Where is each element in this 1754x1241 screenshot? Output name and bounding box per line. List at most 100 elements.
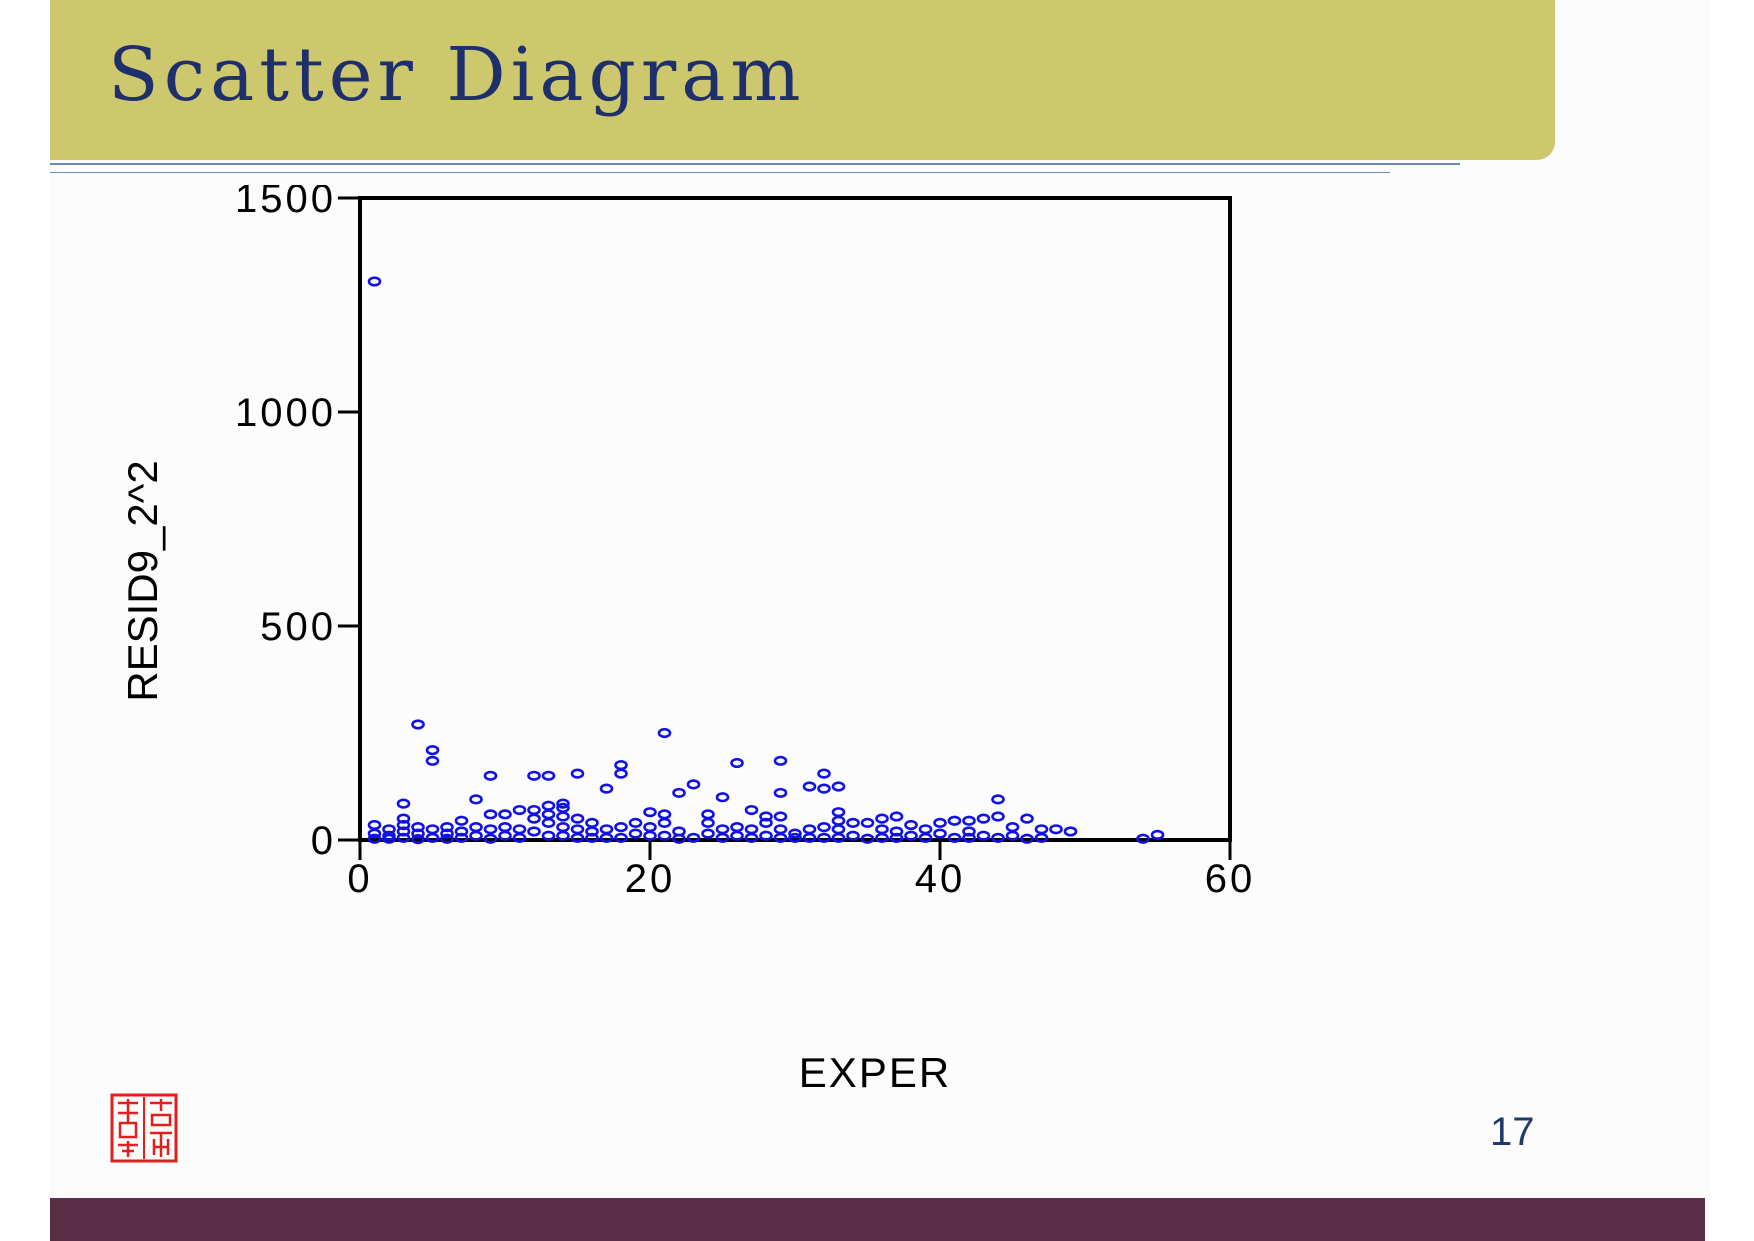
data-point	[773, 811, 788, 822]
y-tick-label: 1000	[235, 391, 336, 435]
data-point	[570, 824, 585, 835]
data-point	[570, 768, 585, 779]
data-point	[933, 828, 947, 839]
data-point	[1150, 829, 1165, 840]
data-point	[469, 830, 483, 841]
data-point	[947, 815, 962, 826]
data-point	[411, 719, 425, 730]
x-tick-label: 20	[625, 857, 676, 901]
data-point	[367, 819, 382, 831]
data-point	[599, 824, 614, 835]
chart-points	[367, 276, 1165, 845]
data-point	[686, 779, 701, 790]
title-bar: Scatter Diagram	[50, 0, 1555, 160]
data-point	[570, 832, 585, 843]
data-point	[672, 833, 686, 844]
data-point	[527, 804, 541, 816]
bottom-band	[50, 1198, 1705, 1241]
data-point	[860, 817, 875, 828]
data-point	[918, 824, 933, 835]
data-point	[411, 828, 425, 839]
data-point	[788, 832, 802, 843]
data-point	[715, 832, 730, 843]
data-point	[875, 832, 889, 843]
data-point	[672, 787, 686, 799]
data-point	[396, 798, 411, 809]
data-point	[1063, 826, 1078, 837]
data-point	[1034, 832, 1049, 843]
page-number: 17	[1490, 1110, 1535, 1154]
data-point	[512, 824, 527, 835]
data-point	[425, 745, 440, 756]
slide-background	[50, 0, 1710, 1241]
data-point	[454, 815, 469, 826]
data-point	[947, 832, 962, 843]
data-point	[831, 824, 846, 835]
data-point	[1049, 824, 1063, 835]
data-point	[759, 817, 773, 828]
data-point	[599, 783, 614, 794]
data-point	[701, 809, 715, 820]
data-point	[527, 826, 541, 837]
data-point	[1005, 830, 1020, 841]
title-rule-secondary	[50, 172, 1390, 173]
data-point	[469, 794, 483, 805]
data-point	[657, 830, 672, 841]
data-point	[976, 813, 991, 824]
data-point	[382, 833, 396, 844]
data-point	[556, 811, 570, 822]
data-point	[831, 807, 846, 818]
data-point	[1020, 813, 1034, 824]
data-point	[991, 832, 1005, 843]
data-point	[425, 832, 440, 843]
data-point	[643, 822, 657, 833]
scatter-chart: 0 500 1000 1500 0 20 40 60 RESID9_2^2 EXPER	[119, 185, 1252, 1096]
data-point	[846, 817, 860, 828]
y-tick-label: 0	[311, 819, 336, 863]
data-point	[831, 781, 846, 792]
data-point	[831, 815, 846, 826]
data-point	[411, 834, 425, 845]
x-axis-label: EXPER	[799, 1049, 951, 1096]
data-point	[498, 822, 512, 833]
data-point	[512, 832, 527, 843]
data-point	[643, 830, 657, 841]
x-tick-label: 40	[915, 857, 966, 901]
data-point	[440, 828, 454, 839]
data-point	[918, 832, 933, 843]
data-point	[440, 833, 454, 844]
data-point	[614, 822, 628, 833]
data-point	[614, 832, 628, 843]
data-point	[904, 819, 918, 831]
data-point	[1034, 824, 1049, 835]
data-point	[541, 817, 556, 828]
data-point	[556, 822, 570, 833]
data-point	[628, 817, 643, 828]
data-point	[991, 794, 1005, 805]
data-point	[962, 815, 976, 826]
data-point	[701, 817, 715, 828]
data-point	[773, 787, 788, 799]
data-point	[744, 824, 759, 835]
data-point	[628, 828, 643, 839]
data-point	[599, 832, 614, 843]
data-point	[556, 830, 570, 841]
y-tick-label: 1500	[235, 185, 336, 221]
data-point	[483, 824, 498, 835]
data-point	[759, 830, 773, 841]
data-point	[976, 830, 991, 841]
data-point	[817, 783, 831, 794]
data-point	[802, 832, 817, 843]
data-point	[454, 832, 469, 843]
data-point	[933, 817, 947, 828]
data-point	[541, 830, 556, 841]
data-point	[817, 832, 831, 843]
data-point	[541, 770, 556, 781]
data-point	[744, 832, 759, 843]
data-point	[556, 798, 570, 809]
slide-title: Scatter Diagram	[108, 32, 806, 118]
data-point	[657, 817, 672, 828]
data-point	[527, 813, 541, 824]
data-point	[889, 832, 904, 843]
data-point	[962, 832, 976, 843]
